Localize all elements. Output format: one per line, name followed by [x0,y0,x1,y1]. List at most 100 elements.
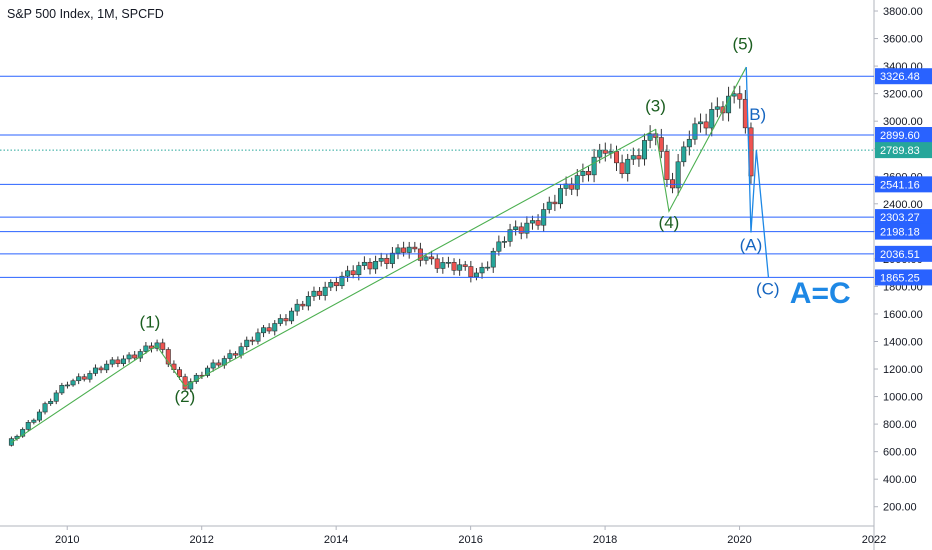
candle-body [205,367,211,376]
candle-body [496,241,502,252]
candle-body [513,226,519,230]
candle-body [658,137,664,152]
time-tick-label: 2014 [324,534,348,546]
price-tick-label: 600.00 [883,447,917,459]
candle-body [328,282,334,288]
candle-body [574,175,580,190]
elliott-wave-line[interactable] [11,66,747,444]
candle-body [731,93,737,97]
price-level-tag-label: 3326.48 [880,71,920,83]
price-tick-label: 3800.00 [883,6,923,18]
wave-label: (5) [733,35,754,54]
candle-body [356,265,362,276]
price-tick-label: 400.00 [883,474,917,486]
candle-body [31,419,37,423]
wave-label: B) [749,105,766,124]
price-level-tag [875,269,932,286]
candle-body [322,286,328,296]
abc-correction-line[interactable] [745,67,770,278]
candle-body [726,95,732,114]
candle-body [249,339,255,342]
candle-body [266,327,272,332]
chart-title: S&P 500 Index, 1M, SPCFD [7,7,164,21]
candle-body [378,257,384,262]
candle-body [714,106,720,110]
candle-body [143,345,149,352]
candle-body [277,318,283,324]
candle-body [395,247,401,254]
candle-body [244,339,250,347]
candle-body [70,380,76,386]
candle-body [692,123,698,140]
price-level-tag [875,176,932,193]
candle-body [177,369,183,378]
candle-body [25,422,31,430]
last-price-tag [875,142,932,159]
candle-body [457,264,463,271]
candle-body [647,133,653,141]
candle-body [109,359,115,365]
candle-body [165,349,171,365]
candle-body [501,241,507,243]
candle-body [361,261,367,266]
candle-body [614,151,620,164]
candle-body [440,262,446,269]
candle-body [317,290,323,296]
time-tick-label: 2010 [55,534,79,546]
candle-body [64,384,70,387]
candle-body [42,403,48,413]
last-price-tag-label: 2789.83 [880,145,920,157]
candle-body [479,266,485,274]
time-tick-label: 2022 [862,534,886,546]
candle-body [339,275,345,287]
candle-body [535,220,541,226]
price-level-tag [875,209,932,226]
candle-body [602,149,608,154]
candle-body [591,156,597,176]
price-level-tag [875,245,932,262]
price-tick-label: 1000.00 [883,392,923,404]
candle-body [294,303,300,312]
wave-label: (A) [740,236,763,255]
price-tick-label: 3600.00 [883,34,923,46]
price-tick-label: 2400.00 [883,199,923,211]
candle-body [552,201,558,205]
candle-body [115,359,121,364]
candle-body [311,290,317,297]
candle-body [625,158,631,174]
candle-body [160,342,166,350]
price-level-tag-label: 2303.27 [880,212,920,224]
candle-body [524,222,530,234]
candle-body [490,250,496,268]
candle-body [445,262,451,264]
candle-body [104,363,110,371]
candle-body [670,179,676,189]
price-level-tag-label: 2036.51 [880,249,920,261]
candle-body [126,354,132,360]
candle-body [468,266,474,278]
price-tick-label: 1200.00 [883,364,923,376]
price-tick-label: 200.00 [883,502,917,514]
candle-body [289,310,295,322]
candle-body [585,171,591,176]
candle-body [619,162,625,174]
candle-body [664,151,670,180]
price-level-tag [875,126,932,143]
candle-body [686,138,692,148]
candle-body [261,327,267,334]
candle-body [98,367,104,371]
candle-body [429,256,435,260]
candle-body [518,226,524,234]
candle-body [557,188,563,205]
candle-body [87,373,93,380]
candle-body [703,121,709,129]
time-tick-label: 2020 [727,534,751,546]
candle-body [417,248,423,261]
wave-label: (4) [659,213,680,232]
candle-body [233,353,239,356]
candle-body [389,252,395,264]
candle-body [580,171,586,176]
price-level-tag [875,223,932,240]
